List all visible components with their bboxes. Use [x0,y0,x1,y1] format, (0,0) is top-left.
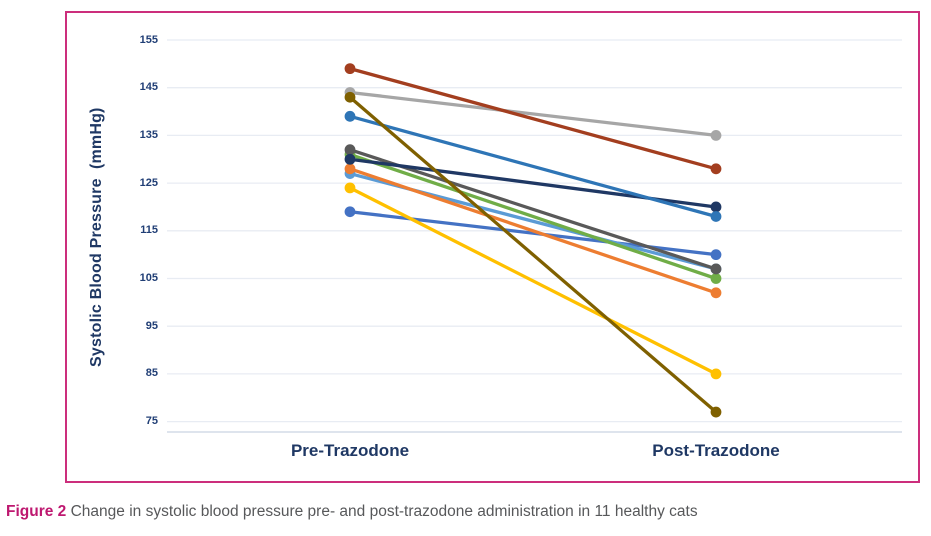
y-tick-label-155: 155 [139,33,158,46]
y-tick-label-75: 75 [145,415,158,428]
y-tick-label-125: 125 [139,176,158,189]
y-tick-label-105: 105 [139,272,158,284]
y-tick-label-135: 135 [139,128,158,141]
y-tick-label-115: 115 [140,224,158,237]
chart-frame [65,11,920,483]
figure-caption-text: Change in systolic blood pressure pre- a… [70,503,698,520]
figure-caption-label: Figure 2 [6,503,67,520]
y-tick-label-95: 95 [145,319,158,332]
y-tick-label-145: 145 [139,81,158,94]
x-category-label-pre-trazodone: Pre-Trazodone [290,441,410,460]
y-tick-label-85: 85 [145,367,158,380]
y-axis-title: Systolic Blood Pressure (mmHg) [88,107,105,368]
figure-caption: Figure 2 Change in systolic blood pressu… [6,503,926,521]
x-category-label-post-trazodone: Post-Trazodone [652,441,780,460]
